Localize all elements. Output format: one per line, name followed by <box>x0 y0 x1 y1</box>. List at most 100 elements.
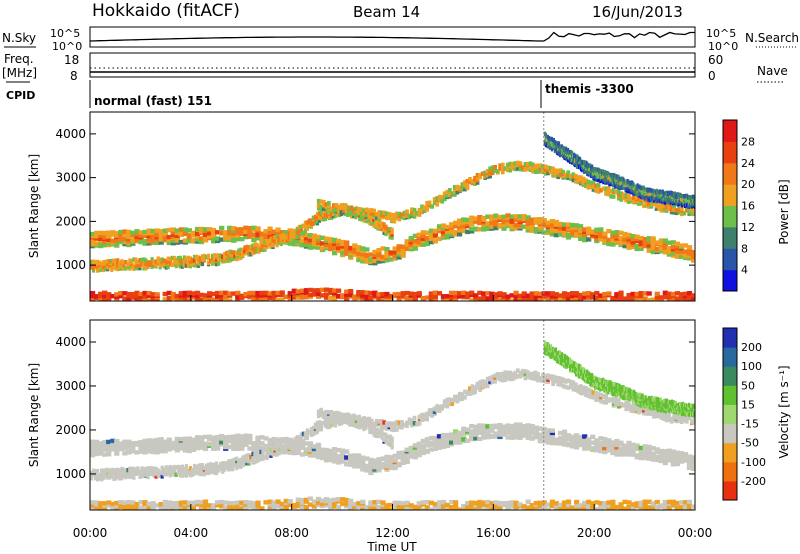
data-cell <box>692 194 695 199</box>
data-cell <box>376 251 382 256</box>
data-cell <box>114 231 120 236</box>
data-cell <box>96 268 100 273</box>
data-cell <box>574 503 580 508</box>
y-tick-label: 3000 <box>55 171 86 185</box>
data-cell <box>150 261 154 267</box>
data-cell <box>574 499 580 505</box>
data-cell <box>332 504 338 509</box>
data-cell <box>104 263 108 268</box>
data-cell <box>112 476 116 481</box>
noise-tick-bottom-left: 10^0 <box>52 40 82 53</box>
data-cell <box>485 224 491 230</box>
data-cell <box>384 297 390 301</box>
data-cell <box>158 470 162 475</box>
data-cell <box>319 450 326 455</box>
data-cell <box>405 209 409 214</box>
data-cell <box>533 227 539 232</box>
data-cell <box>589 184 593 190</box>
data-cell <box>457 221 463 227</box>
data-cell <box>190 507 196 510</box>
data-cell <box>682 452 689 457</box>
data-cell <box>217 464 221 469</box>
data-cell <box>344 292 350 297</box>
data-cell <box>461 226 467 232</box>
data-cell <box>162 228 168 233</box>
data-cell <box>311 430 315 435</box>
data-cell <box>570 434 576 439</box>
data-cell <box>311 425 315 431</box>
data-cell <box>382 432 386 437</box>
data-cell <box>162 504 168 510</box>
data-cell <box>176 464 180 470</box>
data-cell <box>287 291 293 296</box>
data-cell <box>279 241 283 247</box>
data-cell <box>102 440 108 445</box>
data-cell <box>557 505 564 510</box>
data-cell <box>279 442 283 447</box>
data-cell <box>219 436 225 441</box>
data-cell <box>267 234 273 239</box>
data-cell <box>277 240 281 245</box>
data-cell <box>473 500 479 506</box>
data-cell <box>90 503 96 508</box>
data-cell <box>387 215 392 221</box>
data-cell <box>469 429 475 434</box>
data-cell <box>541 294 547 299</box>
data-cell <box>128 258 132 263</box>
data-cell <box>463 180 467 185</box>
data-cell <box>549 222 555 227</box>
data-cell <box>344 462 350 467</box>
data-cell <box>255 443 261 449</box>
data-cell <box>231 250 235 255</box>
data-cell <box>445 193 450 198</box>
data-cell <box>231 236 237 241</box>
data-cell <box>376 457 382 462</box>
data-cell <box>557 502 564 508</box>
data-cell <box>374 433 378 438</box>
data-cell <box>102 447 108 452</box>
data-cell <box>124 469 128 474</box>
data-cell <box>425 203 429 209</box>
data-cell <box>239 446 245 451</box>
data-cell <box>299 295 305 300</box>
data-cell <box>90 507 96 510</box>
data-cell <box>435 196 440 201</box>
data-cell <box>114 442 120 447</box>
data-cell <box>211 261 215 266</box>
data-cell <box>545 291 551 296</box>
cpid-label: CPID <box>6 89 35 102</box>
data-cell <box>691 254 695 259</box>
data-cell <box>178 258 182 263</box>
data-cell <box>255 226 261 231</box>
data-cell <box>465 438 471 443</box>
data-cell <box>416 239 422 245</box>
data-cell <box>646 243 652 248</box>
data-cell <box>440 502 447 507</box>
data-cell <box>297 229 301 235</box>
data-cell <box>505 162 510 168</box>
data-cell <box>662 295 668 300</box>
data-cell <box>513 296 519 301</box>
data-cell <box>243 457 247 462</box>
data-cell <box>509 293 515 298</box>
data-cell <box>305 220 309 225</box>
data-cell <box>110 238 116 243</box>
data-cell <box>469 290 475 295</box>
data-cell <box>561 222 568 227</box>
data-cell <box>90 240 96 245</box>
data-cell <box>200 471 205 477</box>
data-cell <box>140 466 144 471</box>
data-cell <box>509 433 515 438</box>
data-cell <box>670 240 676 245</box>
data-cell <box>215 261 219 267</box>
data-cell <box>582 295 588 300</box>
data-cell <box>146 231 152 236</box>
data-cell <box>279 230 285 235</box>
data-cell <box>661 189 664 194</box>
data-cell <box>190 230 196 236</box>
data-cell <box>465 501 471 506</box>
data-cell <box>570 225 576 231</box>
data-cell <box>315 442 322 448</box>
